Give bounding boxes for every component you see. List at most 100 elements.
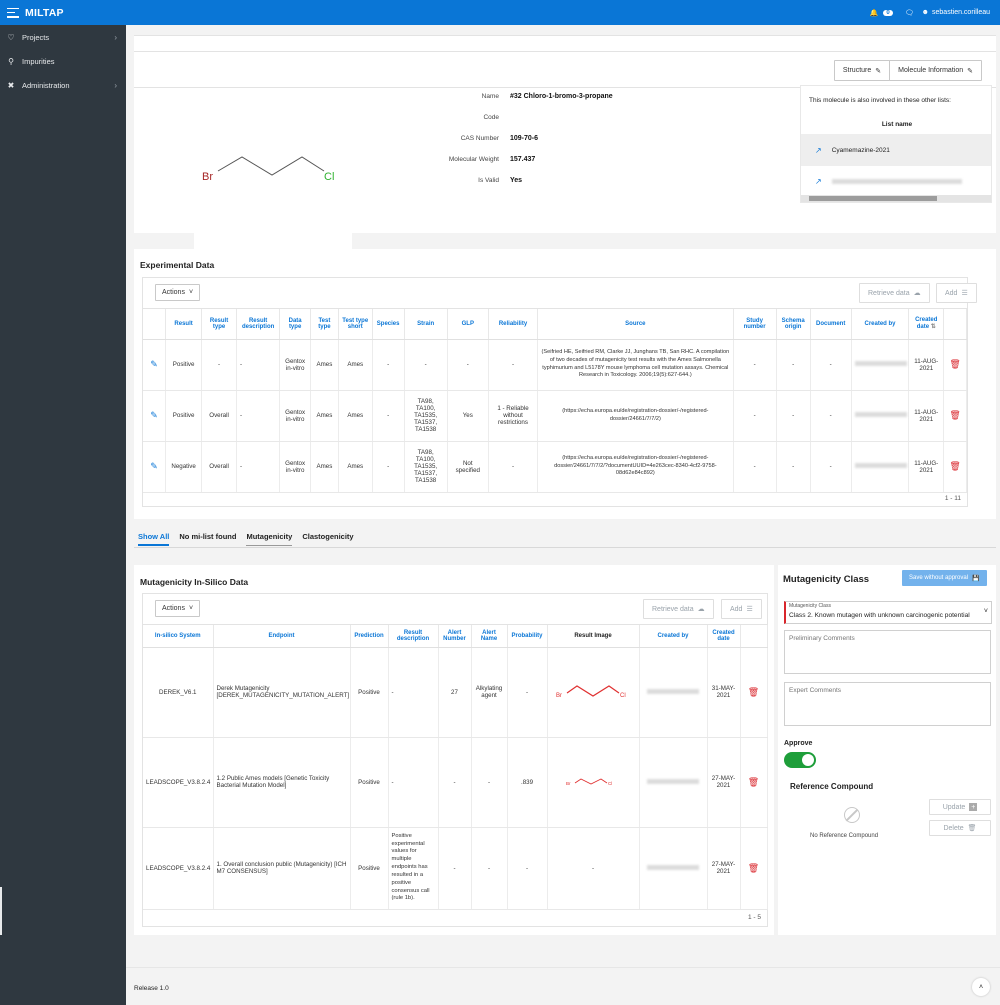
column-header[interactable]: Prediction <box>350 625 389 648</box>
delete-icon[interactable]: 🗑 <box>747 686 760 697</box>
expert-comments-field[interactable] <box>784 682 991 726</box>
user-icon[interactable]: ☻ <box>921 9 930 16</box>
experimental-table: Result Result type Result description Da… <box>143 309 967 493</box>
sidebar-item-administration[interactable]: ✖ Administration › <box>0 73 126 97</box>
retrieve-data-button[interactable]: Retrieve data ☁ <box>643 599 714 619</box>
column-header[interactable]: Created by <box>851 309 910 340</box>
molecule-information-button[interactable]: Molecule Information ✎ <box>889 60 982 81</box>
list-item[interactable]: ↗ <box>801 168 991 194</box>
column-header[interactable]: Created by <box>639 625 708 648</box>
mutagenicity-class-select[interactable]: Mutagenicity Class Class 2. Known mutage… <box>784 601 992 624</box>
preliminary-comments-field[interactable] <box>784 630 991 674</box>
column-header[interactable]: Alert Name <box>471 625 508 648</box>
column-header[interactable]: Reliability <box>488 309 539 340</box>
add-button[interactable]: Add ☰ <box>721 599 762 619</box>
cell-document: - <box>810 441 852 493</box>
delete-icon[interactable]: 🗑 <box>949 461 961 471</box>
chevron-down-icon: ˅ <box>188 289 194 296</box>
update-button[interactable]: Update + <box>929 799 991 815</box>
delete-icon[interactable]: 🗑 <box>949 410 961 420</box>
horizontal-scrollbar[interactable] <box>801 195 991 202</box>
structure-button[interactable]: Structure ✎ <box>833 60 891 81</box>
column-header[interactable]: Created date <box>707 625 741 648</box>
redacted-created-by <box>854 412 907 417</box>
structure-image: Br Cl <box>194 91 352 249</box>
cell-strain: - <box>404 339 448 391</box>
tab-clastogenicity[interactable]: Clastogenicity <box>302 532 354 541</box>
sort-icon[interactable]: ⇅ <box>930 324 936 331</box>
table-header-row: In-silico System Endpoint Prediction Res… <box>143 625 768 648</box>
username[interactable]: sebastien.corilleau <box>932 9 990 16</box>
delete-icon[interactable]: 🗑 <box>747 776 760 787</box>
cell-glp: Not specified <box>447 441 489 493</box>
approve-toggle[interactable] <box>784 752 816 768</box>
list-item-name: Cyamemazine-2021 <box>831 146 890 154</box>
column-header[interactable]: Test type <box>310 309 339 340</box>
chevron-down-icon: ˅ <box>188 605 194 612</box>
external-link-icon[interactable]: ↗ <box>815 145 822 155</box>
column-header[interactable]: Document <box>810 309 852 340</box>
cell-glp: Yes <box>447 390 489 442</box>
tab-no-mi-list[interactable]: No mi-list found <box>179 532 237 541</box>
scrollbar-thumb[interactable] <box>809 196 937 201</box>
column-header[interactable]: Result <box>165 309 203 340</box>
column-header[interactable]: Test type short <box>338 309 373 340</box>
column-header[interactable]: Species <box>372 309 405 340</box>
sidebar-item-projects[interactable]: ♡ Projects › <box>0 25 126 49</box>
column-header[interactable]: Endpoint <box>213 625 351 648</box>
molecule-structure-svg: Br Cl <box>202 156 334 183</box>
cell-result-description: - <box>388 737 439 828</box>
column-header[interactable]: Result description <box>388 625 439 648</box>
menu-icon[interactable] <box>7 7 19 18</box>
cell-created-date: 31-MAY-2021 <box>707 647 741 738</box>
external-link-icon[interactable]: ↗ <box>815 176 822 186</box>
save-without-approval-button[interactable]: Save without approval 💾 <box>902 570 987 586</box>
insilico-section: Mutagenicity In-Silico Data Actions ˅ Re… <box>134 565 774 935</box>
cell-result-type: Overall <box>201 441 238 493</box>
column-header[interactable]: Data type <box>279 309 312 340</box>
retrieve-data-button[interactable]: Retrieve data ☁ <box>859 283 930 303</box>
column-header[interactable]: In-silico System <box>143 625 214 648</box>
scroll-top-button[interactable]: ˄ <box>972 978 990 996</box>
delete-icon[interactable]: 🗑 <box>747 862 760 873</box>
tab-mutagenicity[interactable]: Mutagenicity <box>246 532 293 546</box>
cell-species: - <box>372 390 405 442</box>
reference-compound-title: Reference Compound <box>790 782 874 791</box>
edit-icon[interactable]: ✎ <box>150 359 158 369</box>
column-header[interactable]: Schema origin <box>776 309 811 340</box>
cell-species: - <box>372 441 405 493</box>
actions-dropdown[interactable]: Actions ˅ <box>155 284 201 301</box>
cell-data-type: Gentox in-vitro <box>279 441 312 493</box>
save-icon: 💾 <box>972 575 980 582</box>
cell-test-type: Ames <box>310 441 339 493</box>
column-header[interactable]: Result description <box>236 309 281 340</box>
actions-dropdown[interactable]: Actions ˅ <box>155 600 201 617</box>
column-header[interactable]: Probability <box>507 625 548 648</box>
cell-prediction: Positive <box>350 647 389 738</box>
notification-badge[interactable]: 0 <box>883 9 893 16</box>
sidebar-item-impurities[interactable]: ⚲ Impurities <box>0 49 126 73</box>
bell-icon[interactable]: 🔔 <box>869 9 879 17</box>
column-header[interactable]: Strain <box>404 309 448 340</box>
retrieve-data-label: Retrieve data <box>652 605 694 613</box>
mutagenicity-class-panel: Mutagenicity Class Save without approval… <box>778 565 996 935</box>
cell-reliability: 1 - Reliable without restrictions <box>488 390 539 442</box>
edit-icon[interactable]: ✎ <box>150 410 158 420</box>
column-header[interactable]: Result type <box>201 309 238 340</box>
list-item[interactable]: ↗ Cyamemazine-2021 <box>801 134 991 166</box>
edit-icon[interactable]: ✎ <box>150 461 158 471</box>
tab-show-all[interactable]: Show All <box>138 532 170 546</box>
chat-icon[interactable]: 🗨 <box>904 9 914 17</box>
cell-test-type: Ames <box>310 390 339 442</box>
column-header[interactable]: Source <box>537 309 734 340</box>
insilico-pagination: 1 - 5 <box>747 914 761 921</box>
column-header[interactable]: GLP <box>447 309 489 340</box>
other-lists-panel: This molecule is also involved in these … <box>800 85 992 203</box>
column-header[interactable]: Study number <box>733 309 777 340</box>
delete-button[interactable]: Delete 🗑 <box>929 820 991 836</box>
other-lists-intro: This molecule is also involved in these … <box>809 97 951 104</box>
delete-icon[interactable]: 🗑 <box>949 359 961 369</box>
column-header[interactable]: Alert Number <box>438 625 472 648</box>
column-header-sortable[interactable]: Created date ⇅ <box>908 309 945 340</box>
add-button[interactable]: Add ☰ <box>936 283 977 303</box>
